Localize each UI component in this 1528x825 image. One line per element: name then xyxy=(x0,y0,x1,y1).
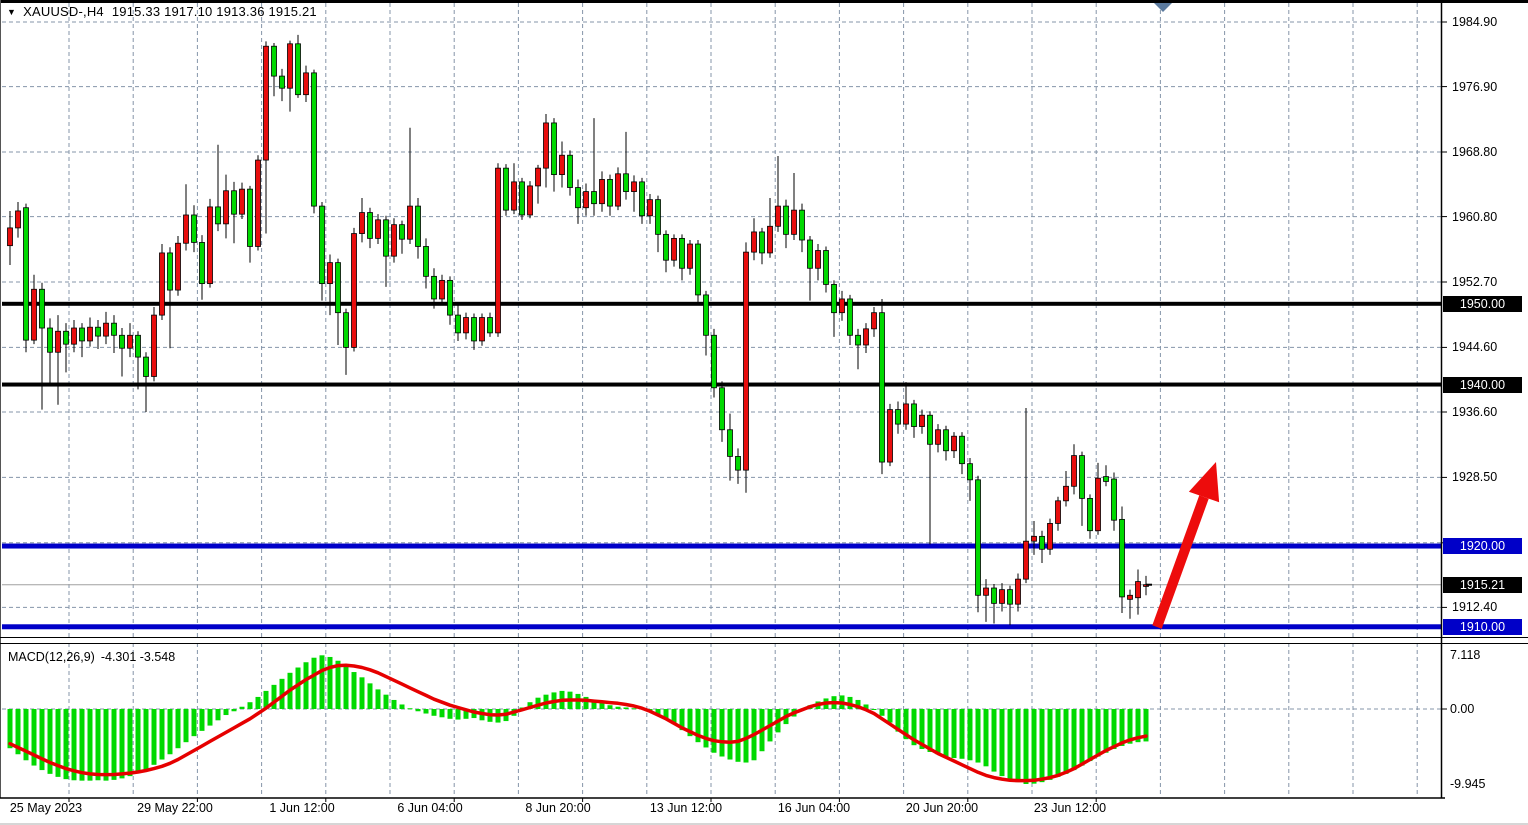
time-axis-label: 25 May 2023 xyxy=(9,801,83,815)
macd-indicator-label: MACD(12,26,9) -4.301 -3.548 xyxy=(8,650,181,664)
price-tick-label: 1968.80 xyxy=(1452,144,1498,159)
price-tick-label: 1960.80 xyxy=(1452,209,1498,224)
price-tick-label: 1976.90 xyxy=(1452,79,1498,94)
time-axis-label: 13 Jun 12:00 xyxy=(649,801,723,815)
expand-triangle-icon[interactable]: ▼ xyxy=(7,7,17,17)
macd-scale-zero: 0.00 xyxy=(1450,702,1475,716)
chart-scroll-marker-icon xyxy=(1154,3,1172,12)
price-badge-1910-00: 1910.00 xyxy=(1443,618,1522,635)
symbol-period-label: XAUUSD-,H4 xyxy=(23,4,104,19)
time-axis-label: 29 May 22:00 xyxy=(137,801,213,815)
macd-scale-max: 7.118 xyxy=(1450,648,1481,663)
price-tick-label: 1928.50 xyxy=(1452,470,1498,485)
price-tick-label: 1952.70 xyxy=(1452,274,1498,289)
macd-scale-min: -9.945 xyxy=(1450,777,1486,791)
time-axis-label: 16 Jun 04:00 xyxy=(777,801,851,815)
macd-values-label: -4.301 -3.548 xyxy=(100,650,176,664)
time-axis-label: 20 Jun 20:00 xyxy=(905,801,979,815)
price-tick-label: 1984.90 xyxy=(1452,15,1498,29)
price-tick-label: 1944.60 xyxy=(1452,340,1498,355)
ohlc-values-label: 1915.33 1917.10 1913.36 1915.21 xyxy=(111,4,317,19)
macd-name-label: MACD(12,26,9) xyxy=(8,650,95,664)
price-badge-1940-00: 1940.00 xyxy=(1443,376,1522,393)
price-badge-1920-00: 1920.00 xyxy=(1443,538,1522,555)
price-tick-label: 1936.60 xyxy=(1452,404,1498,419)
time-axis-label: 1 Jun 12:00 xyxy=(269,801,335,815)
time-axis-label: 6 Jun 04:00 xyxy=(397,801,463,815)
price-badge-1950-00: 1950.00 xyxy=(1443,295,1522,312)
chart-title: ▼ XAUUSD-,H4 1915.33 1917.10 1913.36 1915.… xyxy=(7,4,317,19)
time-axis-label: 8 Jun 20:00 xyxy=(525,801,591,815)
time-axis-label: 23 Jun 12:00 xyxy=(1033,801,1107,815)
price-badge-1915-21: 1915.21 xyxy=(1443,576,1522,593)
price-tick-label: 1912.40 xyxy=(1452,600,1498,615)
